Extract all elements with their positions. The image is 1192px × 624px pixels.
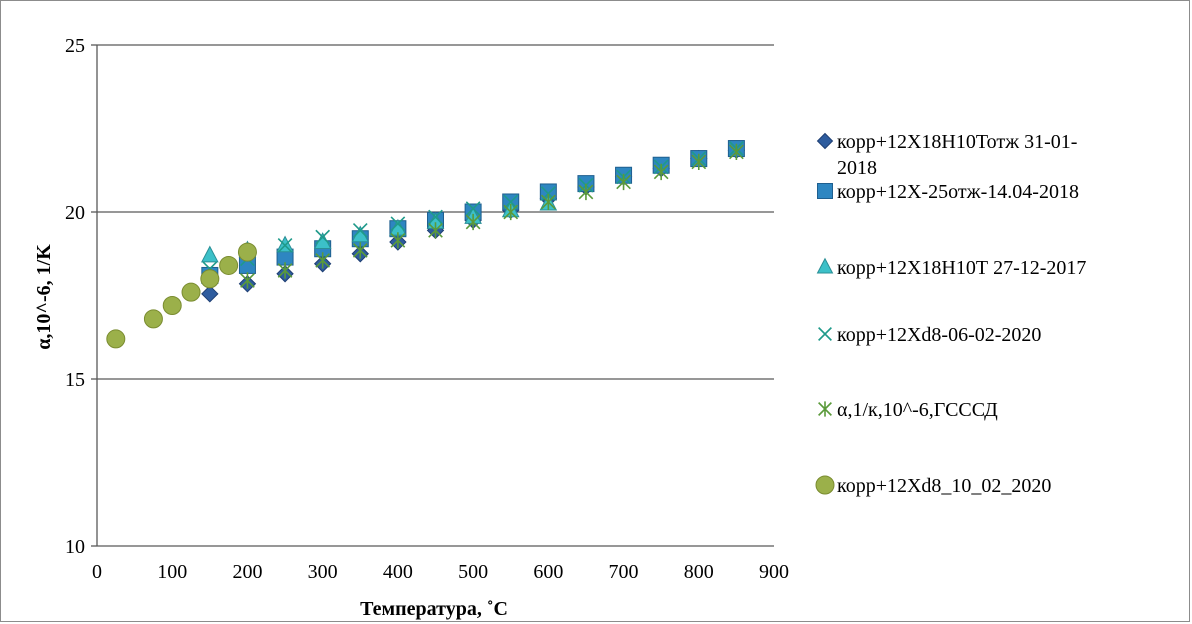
data-point-series-6 [106,329,126,349]
x-tick-label: 700 [609,561,639,583]
x-tick-label: 300 [308,561,338,583]
legend-item: корр+12Х-25отж-14.04-2018 [817,181,1079,203]
data-point-series-5 [503,203,519,221]
data-point-series-5 [729,143,744,161]
data-point-series-3 [201,245,219,263]
y-tick-label: 20 [65,202,85,224]
data-point-series-5 [653,163,669,181]
legend-item: α,1/к,10^-6,ГСССД [818,399,998,421]
data-point-series-5 [428,222,443,239]
legend-label: корр+12Хd8-06-02-2020 [837,324,1041,346]
legend-item: корр+12Х18Н10Т 27-12-2017 [816,257,1086,279]
data-point-series-4 [465,201,481,217]
legend-label: корр+12Х-25отж-14.04-2018 [837,181,1079,203]
data-point-series-4 [390,216,406,232]
x-tick-labels: 0 100 200 300 400 500 600 700 800 900 [92,561,789,583]
x-tick-label: 0 [92,561,102,583]
legend-marker [818,327,832,341]
x-axis-title: Температура, ˚С [360,598,508,620]
legend-label: α,1/к,10^-6,ГСССД [837,399,998,421]
legend-label: корр+12Хd8_10_02_2020 [837,475,1051,497]
x-tick-label: 200 [232,561,262,583]
data-point-series-5 [578,183,594,201]
y-tick-labels: 10 15 20 25 [65,35,85,558]
legend-item: корр+12Х18Н10Тотж 31-01- 2018 [816,131,1077,179]
data-point-series-5 [691,153,707,171]
data-point-series-6 [143,309,163,329]
x-tick-label: 800 [684,561,714,583]
data-point-series-5 [540,193,556,211]
legend-marker [816,132,834,150]
data-point-series-5 [390,232,406,249]
legend-marker [816,257,834,274]
y-axis-title: α,10^-6, 1/K [33,244,55,350]
data-point-series-5 [465,213,481,231]
legend: корр+12Х18Н10Тотж 31-01- 2018корр+12Х-25о… [815,131,1086,497]
legend-marker [815,475,835,495]
data-point-series-1 [201,285,219,303]
x-tick-label: 600 [533,561,563,583]
data-point-series-6 [200,269,220,289]
x-tick-label: 900 [759,561,789,583]
data-point-series-4 [428,209,443,225]
x-tick-label: 400 [383,561,413,583]
data-point-series-5 [315,252,331,269]
data-point-series-5 [616,173,631,191]
y-tick-label: 10 [65,536,85,558]
y-tick-label: 15 [65,369,85,391]
data-points [106,140,746,349]
legend-marker [817,183,833,199]
data-point-series-5 [277,262,293,279]
data-point-series-4 [277,238,293,253]
data-point-series-4 [352,223,368,238]
legend-item: корр+12Хd8-06-02-2020 [818,324,1041,346]
axes [91,44,774,547]
legend-label: 2018 [837,157,877,179]
data-point-series-6 [181,282,201,302]
legend-label: корр+12Х18Н10Т 27-12-2017 [837,257,1086,279]
x-tick-label: 500 [458,561,488,583]
data-point-series-3 [276,235,294,253]
data-point-series-4 [315,229,331,245]
x-tick-label: 100 [157,561,187,583]
y-tick-label: 25 [65,35,85,57]
legend-marker [818,401,832,417]
legend-label: корр+12Х18Н10Тотж 31-01- [837,131,1077,153]
legend-item: корр+12Хd8_10_02_2020 [815,475,1051,497]
data-point-series-6 [162,296,182,316]
data-point-series-5 [352,242,368,259]
data-point-series-5 [240,272,255,289]
data-point-series-6 [219,255,239,275]
data-point-series-6 [237,242,257,262]
